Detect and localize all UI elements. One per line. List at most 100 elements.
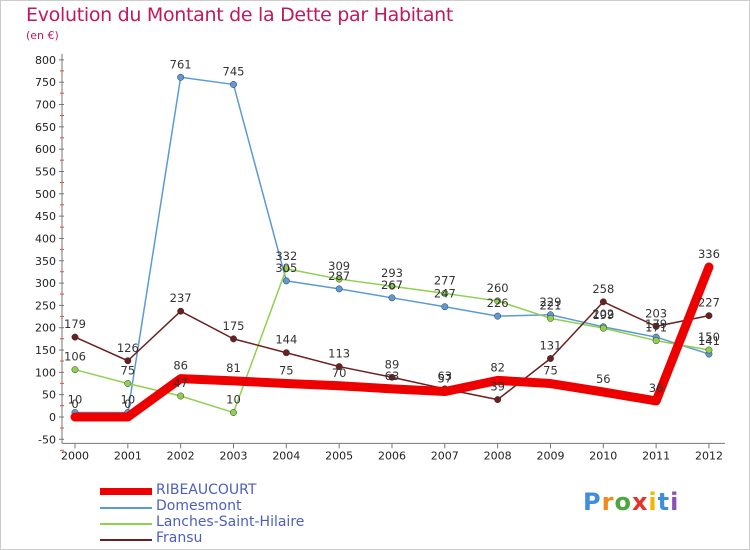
x-tick-label: 2000 — [61, 449, 89, 462]
data-label-fransu: 258 — [592, 282, 614, 296]
data-label-ribeaucourt: 70 — [332, 366, 347, 380]
data-label-ribeaucourt: 86 — [173, 359, 188, 373]
data-label-lanches-saint-hilaire: 171 — [645, 321, 667, 335]
x-tick-label: 2009 — [536, 449, 564, 462]
x-tick-label: 2004 — [272, 449, 300, 462]
x-tick-label: 2007 — [431, 449, 459, 462]
point-domesmont — [177, 73, 185, 81]
point-lanches-saint-hilaire — [71, 366, 79, 374]
data-label-lanches-saint-hilaire: 75 — [121, 364, 136, 378]
legend-label: Domesmont — [156, 498, 242, 514]
point-fransu — [547, 355, 554, 362]
legend-item-ribeaucourt: RIBEAUCOURT — [100, 482, 360, 500]
data-label-domesmont: 745 — [223, 64, 245, 78]
data-label-lanches-saint-hilaire: 332 — [275, 249, 297, 263]
data-label-domesmont: 202 — [592, 307, 614, 321]
data-label-lanches-saint-hilaire: 106 — [64, 350, 86, 364]
x-tick-label: 2011 — [642, 449, 670, 462]
data-label-domesmont: 179 — [645, 317, 667, 331]
y-tick-label: 550 — [35, 165, 56, 178]
legend-label: Fransu — [156, 530, 203, 546]
point-domesmont — [230, 80, 237, 88]
data-label-fransu: 113 — [328, 347, 350, 361]
legend-swatch — [100, 523, 152, 525]
y-tick-label: 250 — [35, 299, 56, 312]
data-label-lanches-saint-hilaire: 260 — [487, 281, 509, 295]
y-tick-label: 100 — [35, 366, 56, 379]
data-label-fransu: 237 — [170, 291, 192, 305]
data-label-ribeaucourt: 63 — [385, 369, 400, 383]
y-tick-label: 650 — [35, 121, 56, 134]
data-label-ribeaucourt: 336 — [698, 247, 720, 261]
point-lanches-saint-hilaire — [282, 265, 290, 273]
y-tick-label: 500 — [35, 188, 56, 201]
point-fransu — [335, 363, 343, 371]
y-tick-label: 50 — [42, 389, 56, 402]
chart-subtitle: (en €) — [26, 29, 59, 42]
point-fransu — [177, 307, 185, 315]
data-label-lanches-saint-hilaire: 47 — [173, 376, 188, 390]
data-label-lanches-saint-hilaire: 10 — [226, 393, 241, 407]
proxiti-logo: Proxiti — [583, 488, 680, 516]
data-label-domesmont: 247 — [434, 287, 456, 301]
x-tick-label: 2006 — [378, 449, 406, 462]
y-tick-label: 600 — [35, 143, 56, 156]
x-tick-label: 2012 — [695, 449, 723, 462]
data-label-ribeaucourt: 75 — [279, 364, 294, 378]
y-tick-label: 0 — [49, 411, 56, 424]
point-lanches-saint-hilaire — [494, 297, 502, 305]
data-label-ribeaucourt: 57 — [437, 372, 452, 386]
point-fransu — [388, 373, 396, 381]
point-lanches-saint-hilaire — [547, 314, 554, 322]
legend-label: RIBEAUCOURT — [156, 482, 257, 498]
point-lanches-saint-hilaire — [177, 392, 185, 400]
y-tick-label: 300 — [35, 277, 56, 290]
y-tick-label: 800 — [35, 54, 56, 67]
data-label-fransu: 179 — [64, 317, 86, 331]
x-tick-label: 2002 — [167, 449, 195, 462]
y-tick-label: -50 — [38, 433, 56, 446]
x-tick-label: 2008 — [484, 449, 512, 462]
data-label-domesmont: 10 — [68, 393, 83, 407]
x-tick-label: 2005 — [325, 449, 353, 462]
data-label-domesmont: 10 — [121, 393, 136, 407]
point-domesmont — [494, 312, 502, 320]
point-domesmont — [441, 303, 449, 311]
data-label-fransu: 89 — [385, 357, 400, 371]
data-label-fransu: 131 — [539, 339, 561, 353]
data-label-ribeaucourt: 36 — [649, 381, 664, 395]
point-domesmont — [388, 294, 396, 302]
series-line-ribeaucourt — [70, 262, 714, 422]
chart-title: Evolution du Montant de la Dette par Hab… — [26, 4, 454, 26]
point-fransu — [599, 298, 607, 306]
point-lanches-saint-hilaire — [652, 337, 660, 345]
point-lanches-saint-hilaire — [124, 380, 132, 387]
point-fransu — [705, 312, 713, 320]
data-label-ribeaucourt: 75 — [543, 364, 558, 378]
data-label-fransu: 39 — [490, 380, 505, 394]
legend-swatch — [100, 488, 152, 495]
point-domesmont — [282, 277, 290, 285]
point-fransu — [124, 357, 132, 365]
legend-swatch — [100, 539, 152, 541]
x-tick-label: 2010 — [589, 449, 617, 462]
data-label-fransu: 144 — [275, 333, 297, 347]
x-tick-label: 2001 — [114, 449, 142, 462]
data-label-lanches-saint-hilaire: 199 — [592, 308, 614, 322]
data-label-domesmont: 287 — [328, 269, 350, 283]
point-lanches-saint-hilaire — [230, 409, 237, 416]
point-domesmont — [335, 285, 343, 293]
data-label-ribeaucourt: 56 — [596, 372, 611, 386]
point-lanches-saint-hilaire — [388, 282, 396, 290]
y-tick-label: 350 — [35, 255, 56, 268]
data-label-ribeaucourt: 0 — [71, 397, 78, 411]
point-fransu — [71, 333, 79, 341]
data-label-lanches-saint-hilaire: 277 — [434, 273, 456, 287]
data-label-ribeaucourt: 81 — [226, 361, 241, 375]
data-label-lanches-saint-hilaire: 293 — [381, 266, 403, 280]
x-tick-label: 2003 — [219, 449, 247, 462]
data-label-ribeaucourt: 0 — [124, 397, 131, 411]
data-label-lanches-saint-hilaire: 221 — [539, 298, 561, 312]
